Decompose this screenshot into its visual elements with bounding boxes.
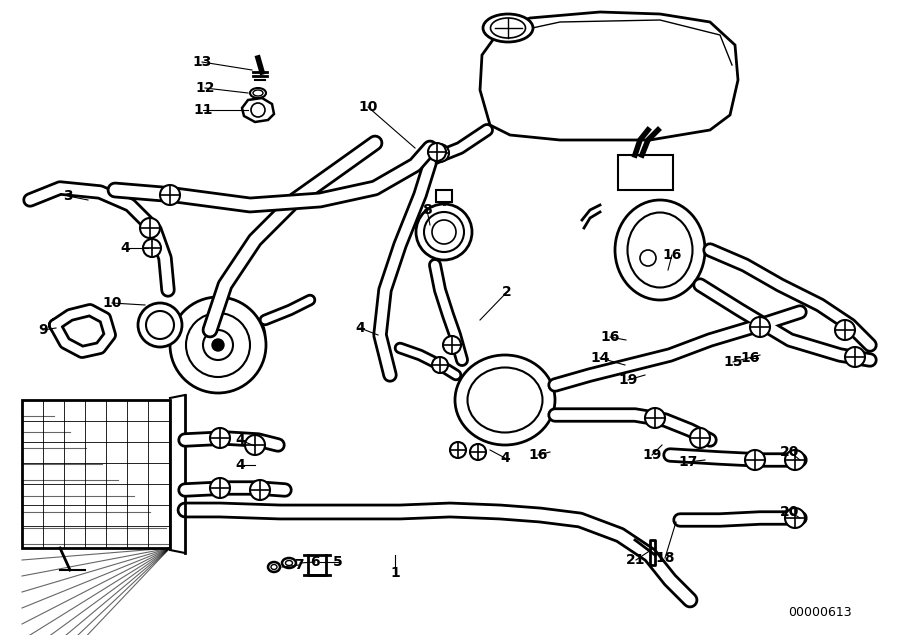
Text: 18: 18 [655, 551, 675, 565]
Text: 9: 9 [38, 323, 48, 337]
Bar [618, 155, 673, 190]
Bar [436, 190, 452, 202]
Ellipse shape [467, 368, 543, 432]
Text: 11: 11 [194, 103, 212, 117]
Ellipse shape [282, 558, 296, 568]
Text: 4: 4 [235, 458, 245, 472]
Circle shape [785, 508, 805, 528]
Circle shape [428, 143, 446, 161]
Ellipse shape [268, 562, 280, 572]
Text: 4: 4 [235, 433, 245, 447]
Text: 5: 5 [333, 555, 343, 569]
Circle shape [203, 330, 233, 360]
Text: 14: 14 [590, 351, 610, 365]
Circle shape [212, 339, 224, 351]
Circle shape [785, 450, 805, 470]
Text: 4: 4 [500, 451, 510, 465]
Text: 4: 4 [120, 241, 130, 255]
Text: 2: 2 [502, 285, 512, 299]
Text: 1: 1 [390, 566, 400, 580]
Circle shape [645, 408, 665, 428]
Ellipse shape [627, 213, 692, 288]
Circle shape [170, 297, 266, 393]
Text: 20: 20 [780, 505, 800, 519]
Circle shape [750, 317, 770, 337]
Polygon shape [480, 12, 738, 140]
Circle shape [745, 450, 765, 470]
Circle shape [416, 204, 472, 260]
Text: 4: 4 [356, 321, 364, 335]
Circle shape [845, 347, 865, 367]
Circle shape [450, 442, 466, 458]
Ellipse shape [615, 200, 705, 300]
Ellipse shape [205, 310, 265, 360]
Text: 00000613: 00000613 [788, 606, 851, 618]
Circle shape [432, 357, 448, 373]
Circle shape [143, 239, 161, 257]
Text: 3: 3 [63, 189, 73, 203]
Ellipse shape [250, 88, 266, 98]
Circle shape [250, 480, 270, 500]
Circle shape [210, 428, 230, 448]
Text: 16: 16 [662, 248, 681, 262]
Ellipse shape [455, 355, 555, 445]
Text: 16: 16 [528, 448, 548, 462]
Circle shape [186, 313, 250, 377]
Text: 21: 21 [626, 553, 646, 567]
Circle shape [443, 336, 461, 354]
Text: 16: 16 [600, 330, 620, 344]
Text: 8: 8 [422, 203, 432, 217]
Circle shape [431, 144, 449, 162]
Bar [22, 400, 170, 548]
Text: 17: 17 [679, 455, 698, 469]
Circle shape [140, 218, 160, 238]
Circle shape [690, 428, 710, 448]
Circle shape [160, 185, 180, 205]
Circle shape [835, 320, 855, 340]
Text: 19: 19 [618, 373, 638, 387]
Ellipse shape [483, 14, 533, 42]
Text: 6: 6 [310, 555, 320, 569]
Text: 16: 16 [741, 351, 760, 365]
Text: 12: 12 [195, 81, 215, 95]
Circle shape [146, 311, 174, 339]
Circle shape [210, 478, 230, 498]
Text: 10: 10 [103, 296, 122, 310]
Text: 10: 10 [358, 100, 378, 114]
Text: 15: 15 [724, 355, 742, 369]
Circle shape [640, 250, 656, 266]
Circle shape [470, 444, 486, 460]
Polygon shape [242, 98, 274, 122]
Text: 19: 19 [643, 448, 662, 462]
Text: 7: 7 [294, 558, 304, 572]
Circle shape [138, 303, 182, 347]
Circle shape [245, 435, 265, 455]
Text: 20: 20 [780, 445, 800, 459]
Text: 13: 13 [193, 55, 212, 69]
